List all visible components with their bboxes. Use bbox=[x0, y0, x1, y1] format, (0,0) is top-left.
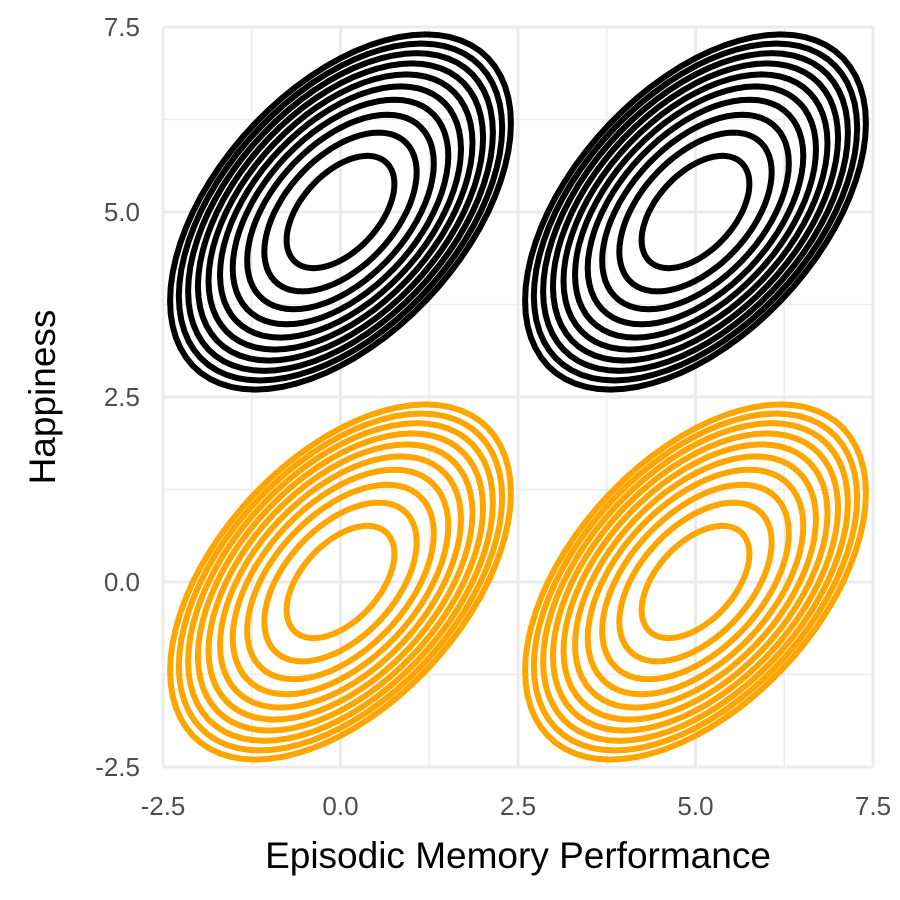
contour-series bbox=[167, 31, 869, 393]
contour-line bbox=[540, 50, 851, 374]
contour-line bbox=[229, 96, 452, 328]
contour-line bbox=[217, 83, 464, 341]
contour-line bbox=[549, 430, 842, 734]
y-tick-label: 2.5 bbox=[104, 382, 140, 412]
contour-line bbox=[572, 83, 819, 341]
contour-line bbox=[530, 40, 861, 384]
contour-line bbox=[616, 129, 775, 295]
contour-line bbox=[175, 410, 506, 754]
contour-line bbox=[261, 129, 420, 295]
contour-line bbox=[522, 401, 869, 763]
contour-line bbox=[522, 31, 869, 393]
y-tick-label: 7.5 bbox=[104, 12, 140, 42]
contours bbox=[167, 31, 869, 763]
contour-line bbox=[540, 420, 851, 744]
y-tick-label: 5.0 bbox=[104, 197, 140, 227]
contour-line bbox=[584, 466, 807, 698]
contour-line bbox=[175, 40, 506, 384]
contour-line bbox=[283, 522, 398, 642]
contour-line bbox=[205, 441, 476, 723]
contour-line bbox=[530, 410, 861, 754]
contour-line bbox=[584, 96, 807, 328]
contour-line bbox=[185, 420, 496, 744]
grid-major bbox=[161, 25, 875, 769]
x-tick-label: 5.0 bbox=[677, 791, 713, 821]
x-tick-label: 0.0 bbox=[322, 791, 358, 821]
y-tick-label: 0.0 bbox=[104, 567, 140, 597]
contour-line bbox=[616, 499, 775, 665]
contour-series bbox=[167, 401, 869, 763]
y-axis-title: Happiness bbox=[22, 310, 63, 485]
contour-line bbox=[560, 441, 831, 723]
contour-line bbox=[283, 152, 398, 272]
contour-line bbox=[599, 481, 792, 683]
x-tick-label: 2.5 bbox=[500, 791, 536, 821]
contour-line bbox=[638, 522, 753, 642]
contour-line bbox=[194, 430, 487, 734]
x-tick-label: 7.5 bbox=[855, 791, 891, 821]
contour-line bbox=[185, 50, 496, 374]
contour-line bbox=[244, 481, 437, 683]
contour-line bbox=[167, 401, 514, 763]
contour-line bbox=[261, 499, 420, 665]
tick-labels: -2.5 0.0 2.5 5.0 7.5 -2.5 0.0 2.5 5.0 7.5 bbox=[95, 12, 891, 821]
contour-line bbox=[244, 111, 437, 313]
y-tick-label: -2.5 bbox=[95, 752, 140, 782]
x-tick-label: -2.5 bbox=[141, 791, 186, 821]
x-axis-title: Episodic Memory Performance bbox=[265, 835, 771, 876]
contour-line bbox=[560, 71, 831, 353]
contour-line bbox=[217, 453, 464, 711]
contour-line bbox=[572, 453, 819, 711]
contour-line bbox=[599, 111, 792, 313]
contour-line bbox=[638, 152, 753, 272]
contour-line bbox=[194, 60, 487, 364]
contour-line bbox=[549, 60, 842, 364]
contour-line bbox=[229, 466, 452, 698]
contour-line bbox=[167, 31, 514, 393]
contour-line bbox=[205, 71, 476, 353]
